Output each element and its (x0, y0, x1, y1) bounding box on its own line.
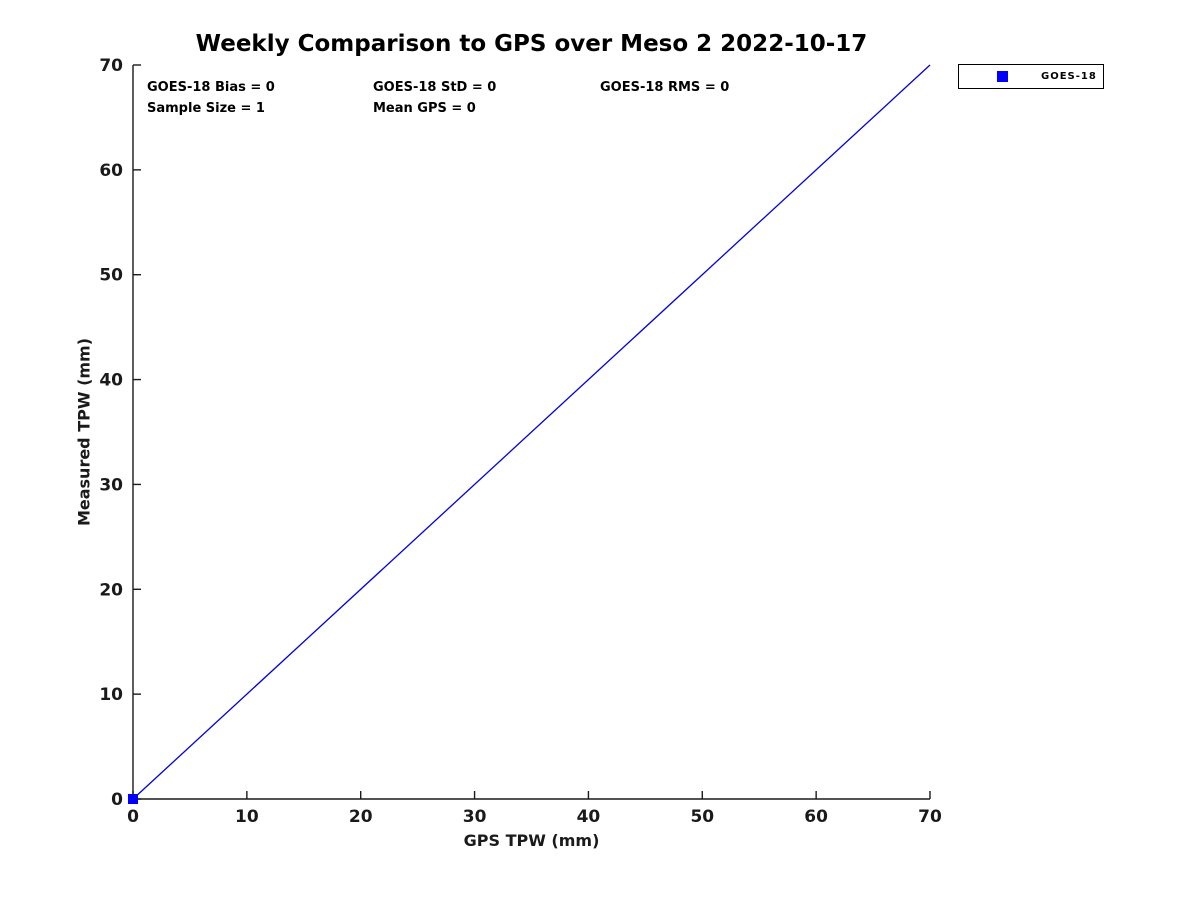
x-tick-label: 70 (918, 807, 942, 827)
y-tick-label: 40 (99, 371, 123, 391)
legend-label: GOES-18 (1041, 71, 1097, 82)
x-tick-label: 30 (463, 807, 487, 827)
x-tick-label: 10 (235, 807, 259, 827)
y-tick-label: 30 (99, 475, 123, 495)
x-tick-label: 40 (577, 807, 601, 827)
y-tick-label: 0 (111, 790, 123, 810)
y-tick-label: 20 (99, 580, 123, 600)
y-tick-label: 50 (99, 266, 123, 286)
identity-line (132, 64, 931, 800)
y-axis-label: Measured TPW (mm) (74, 337, 94, 527)
legend-marker-square-icon (997, 71, 1008, 82)
x-tick-label: 20 (349, 807, 373, 827)
x-tick-label: 0 (127, 807, 139, 827)
stat-rms: GOES-18 RMS = 0 (600, 80, 730, 95)
stat-std: GOES-18 StD = 0 (373, 80, 497, 95)
y-tick-label: 60 (99, 161, 123, 181)
y-tick-label: 10 (99, 685, 123, 705)
legend: GOES-18 (958, 64, 1104, 89)
stat-sample-size: Sample Size = 1 (147, 101, 265, 116)
y-tick-label: 70 (99, 56, 123, 76)
stat-bias: GOES-18 Bias = 0 (147, 80, 275, 95)
stat-mean-gps: Mean GPS = 0 (373, 101, 476, 116)
x-axis-label: GPS TPW (mm) (463, 831, 600, 850)
x-tick-label: 60 (804, 807, 828, 827)
x-tick-label: 50 (690, 807, 714, 827)
data-point-marker (128, 794, 138, 804)
chart-title: Weekly Comparison to GPS over Meso 2 202… (195, 31, 868, 57)
